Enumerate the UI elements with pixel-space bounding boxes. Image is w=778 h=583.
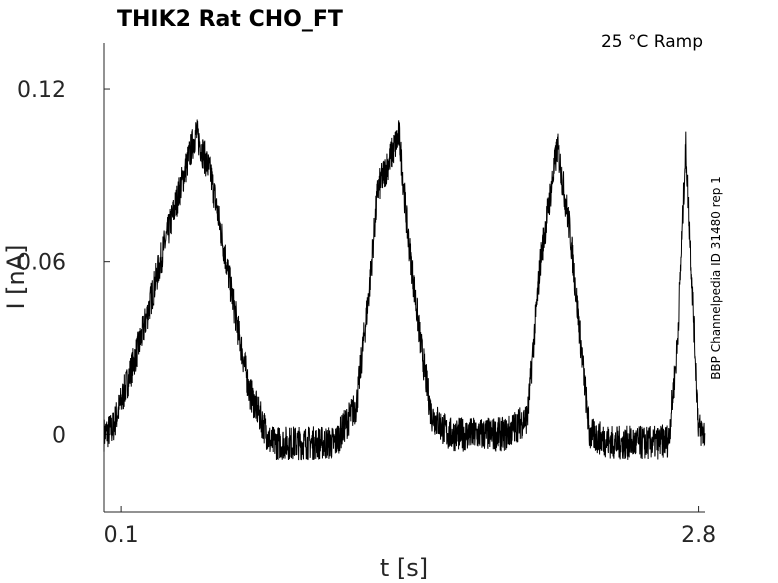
condition-label: 25 °C Ramp (601, 32, 703, 52)
current-trace-line (103, 119, 706, 461)
y-tick-group: 0 0.06 0.12 (17, 78, 110, 448)
y-tick-label: 0.06 (17, 251, 66, 276)
y-tick-label: 0.12 (17, 78, 66, 103)
y-tick-label: 0 (52, 423, 66, 448)
channelpedia-id-label: BBP Channelpedia ID 31480 rep 1 (709, 176, 723, 380)
x-axis-label: t [s] (380, 554, 428, 582)
x-tick-label: 0.1 (104, 523, 139, 548)
x-tick-group: 0.1 2.8 (104, 506, 716, 548)
y-axis-label: I [nA] (2, 244, 30, 309)
trace-group (103, 119, 706, 461)
chart-title: THIK2 Rat CHO_FT (117, 7, 343, 32)
x-tick-label: 2.8 (681, 523, 716, 548)
